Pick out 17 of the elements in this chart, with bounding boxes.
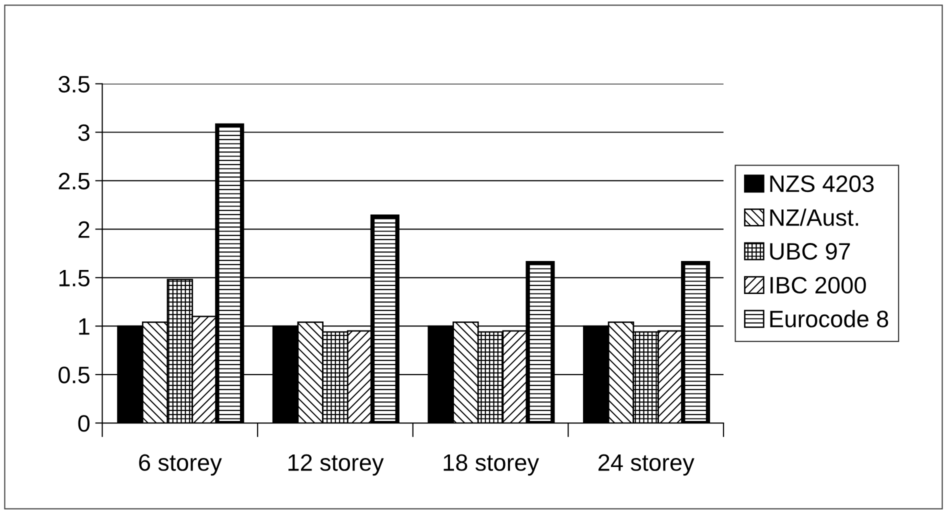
y-tick-label: 2.5 — [58, 172, 90, 190]
legend-label: UBC 97 — [770, 243, 850, 260]
y-tick-label: 1.5 — [59, 270, 90, 286]
y-tick-label: 3 — [78, 124, 90, 142]
legend-label: IBC 2000 — [770, 276, 866, 294]
y-tick-label: 0 — [78, 415, 90, 432]
y-tick-label: 0.5 — [58, 366, 90, 384]
legend-label: NZS 4203 — [770, 175, 874, 192]
legend-label: NZ/Aust. — [770, 208, 858, 226]
y-tick-label: 2 — [78, 221, 90, 238]
x-tick-label: 18 storey — [444, 454, 540, 476]
y-tick-label: 1 — [79, 318, 90, 335]
y-tick-label: 3.5 — [58, 76, 90, 93]
x-tick-label: 24 storey — [598, 454, 694, 476]
legend-label: Eurocode 8 — [770, 310, 888, 328]
x-tick-label: 12 storey — [288, 454, 384, 476]
x-tick-label: 6 storey — [139, 454, 222, 476]
